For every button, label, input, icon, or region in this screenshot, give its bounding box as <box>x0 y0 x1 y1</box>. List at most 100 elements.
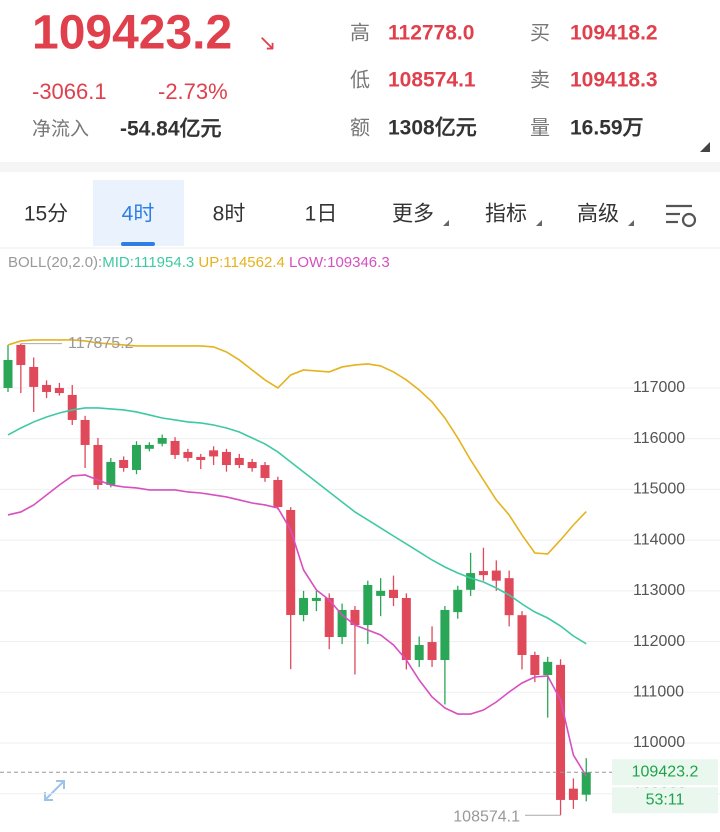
stat-label: 额 <box>350 116 370 139</box>
countdown-badge <box>612 787 718 814</box>
stat-label: 卖 <box>530 68 550 91</box>
active-tab-underline <box>121 242 155 246</box>
y-tick-label: 110000 <box>633 734 685 751</box>
stat-label: 低 <box>350 68 370 91</box>
y-tick-label: 113000 <box>633 582 685 599</box>
candle-body <box>453 589 463 613</box>
candle-body <box>376 590 386 596</box>
candle-body <box>183 451 193 458</box>
candle-body <box>144 444 154 449</box>
separator <box>0 162 720 172</box>
candle-body <box>221 451 231 466</box>
candle-body <box>517 615 527 655</box>
y-tick-label: 114000 <box>633 531 685 548</box>
stat-label: 买 <box>530 22 550 44</box>
active-tab-bg <box>93 180 184 246</box>
indicator-legend: BOLL(20,2.0):MID:111954.3 UP:114562.4 LO… <box>8 254 390 271</box>
stat-value: 112778.0 <box>388 22 474 45</box>
candle-body <box>299 597 309 616</box>
net-inflow: -54.84亿元 <box>120 117 222 141</box>
candle-body <box>581 772 591 795</box>
candle-body <box>389 589 398 598</box>
candle-body <box>16 344 26 365</box>
candle-body <box>234 457 244 466</box>
stat-value: 16.59万 <box>570 117 644 140</box>
quote-panel <box>0 0 720 162</box>
candle-body <box>491 570 501 581</box>
legend-entry: UP:114562.4 <box>198 254 284 271</box>
candle-body <box>350 609 360 626</box>
y-tick-label: 115000 <box>633 481 685 498</box>
candle-body <box>311 597 321 601</box>
candle-body <box>440 609 450 661</box>
candle-body <box>286 509 296 616</box>
candle-body <box>504 578 514 616</box>
candle-body <box>170 440 180 455</box>
expand-triangle[interactable] <box>700 142 710 152</box>
candle-body <box>427 642 437 661</box>
candle-body <box>530 654 540 676</box>
candle-body <box>273 480 283 507</box>
y-tick-label: 117000 <box>633 379 685 396</box>
net-inflow-label: 净流入 <box>32 118 89 140</box>
candle-body <box>196 456 206 460</box>
candle-body <box>401 597 411 661</box>
timeframe-tab[interactable]: 8时 <box>213 203 246 226</box>
y-tick-label: 112000 <box>633 633 685 650</box>
timeframe-tab[interactable]: 1日 <box>305 203 338 226</box>
timeframe-tab[interactable]: 15分 <box>24 203 68 226</box>
candle-body <box>337 609 347 637</box>
candle-body <box>93 444 103 485</box>
candle-body <box>363 584 373 626</box>
y-tick-label: 111000 <box>633 683 684 700</box>
trend-arrow: ↘ <box>258 30 276 55</box>
candle-body <box>132 444 141 470</box>
timeframe-tab[interactable]: 更多 <box>392 203 434 226</box>
expand-chart-icon[interactable] <box>44 780 65 801</box>
timeframe-tab[interactable]: 指标 <box>485 203 527 226</box>
candle-body <box>247 462 257 469</box>
candle-body <box>478 571 488 576</box>
last-price-badge <box>612 759 718 786</box>
legend-entry: LOW:109346.3 <box>289 254 390 271</box>
last-price-value: 109423.2 <box>632 763 699 780</box>
candle-body <box>67 394 77 420</box>
candle-body <box>209 450 219 457</box>
candle-body <box>414 644 424 661</box>
dropdown-caret <box>628 220 634 226</box>
candle-body <box>42 384 52 392</box>
legend-entry: MID:111954.3 <box>102 254 194 271</box>
countdown: 53:11 <box>646 791 685 808</box>
legend-entry: BOLL(20,2.0): <box>8 254 102 271</box>
stat-label: 量 <box>530 117 550 139</box>
candle-body <box>106 461 116 485</box>
candle-body <box>568 788 578 800</box>
max-label: 117875.2 <box>68 335 134 352</box>
timeframe-tab[interactable]: 高级 <box>577 203 619 226</box>
boll-line <box>7 474 587 777</box>
stat-value: 109418.3 <box>570 69 658 92</box>
stat-value: 109418.2 <box>570 22 658 45</box>
boll-line <box>7 407 587 645</box>
candle-body <box>556 664 566 800</box>
candle-body <box>466 573 476 590</box>
candle-body <box>54 387 64 394</box>
candle-body <box>260 465 270 478</box>
stat-value: 108574.1 <box>388 69 476 92</box>
price-change-pct: -2.73% <box>158 79 228 104</box>
candle-body <box>80 419 90 445</box>
price-change: -3066.1 <box>32 79 107 104</box>
candle-body <box>119 459 129 468</box>
settings-icon[interactable] <box>666 204 697 228</box>
boll-line <box>7 339 587 555</box>
dropdown-caret <box>536 220 542 226</box>
dropdown-caret <box>443 220 449 226</box>
stat-label: 高 <box>350 21 370 44</box>
candle-body <box>3 359 13 388</box>
candle-body <box>157 437 167 444</box>
min-label: 108574.1 <box>453 809 520 826</box>
timeframe-tab[interactable]: 4时 <box>122 203 155 226</box>
candle-body <box>29 366 39 387</box>
y-tick-label: 116000 <box>633 430 685 447</box>
candle-body <box>543 661 553 676</box>
